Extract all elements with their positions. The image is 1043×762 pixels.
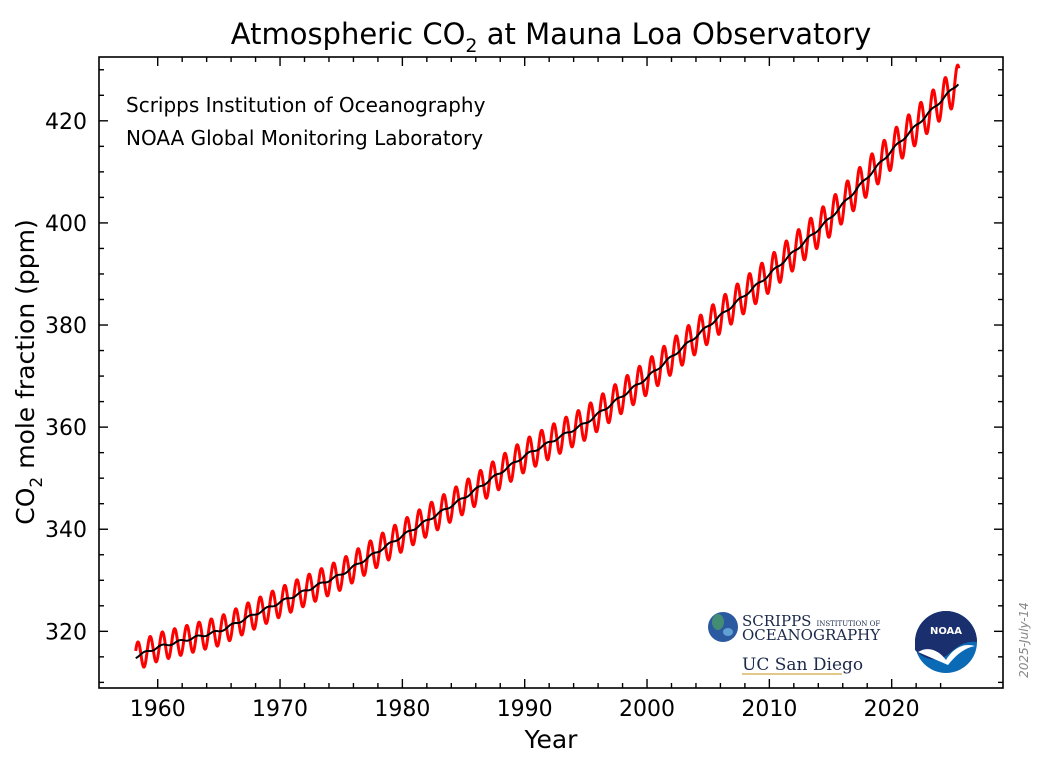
y-tick-label: 420 — [45, 110, 87, 135]
scripps-logo-line1: SCRIPPS — [742, 612, 811, 630]
series-group — [134, 63, 961, 669]
annotation-scripps: Scripps Institution of Oceanography — [126, 93, 486, 117]
noaa-logo: NOAA — [915, 611, 977, 673]
y-tick-label: 400 — [45, 212, 87, 237]
trend-line — [135, 83, 960, 660]
y-tick-label: 340 — [45, 518, 87, 543]
noaa-logo-text: NOAA — [930, 626, 962, 637]
plot-frame — [98, 56, 1004, 689]
y-tick-label: 360 — [45, 416, 87, 441]
x-tick-label: 1990 — [497, 697, 553, 722]
y-tick-label: 320 — [45, 620, 87, 645]
x-tick-label: 2010 — [741, 697, 797, 722]
scripps-logo-line2: OCEANOGRAPHY — [742, 626, 881, 644]
y-axis-label: CO2 mole fraction (ppm) — [11, 219, 47, 524]
scripps-logo: SCRIPPS INSTITUTION OF OCEANOGRAPHY UC Sa… — [708, 612, 881, 675]
noaa-gull-icon — [918, 644, 975, 665]
x-tick-label: 2000 — [619, 697, 675, 722]
globe-icon — [708, 612, 738, 642]
scripps-logo-small: INSTITUTION OF — [816, 620, 880, 628]
x-axis-label: Year — [524, 725, 579, 754]
y-axis-ticks: 320 340 360 380 400 420 — [45, 69, 1003, 684]
monthly-mean-line — [134, 63, 961, 669]
x-tick-label: 1980 — [374, 697, 430, 722]
x-axis-ticks: 1960 1970 1980 1990 2000 2010 2020 — [130, 57, 942, 722]
ucsd-logo: UC San Diego — [742, 655, 863, 675]
chart-title: Atmospheric CO2 at Mauna Loa Observatory — [231, 17, 872, 57]
x-tick-label: 2020 — [864, 697, 920, 722]
date-stamp: 2025-July-14 — [1017, 602, 1031, 678]
y-tick-label: 380 — [45, 314, 87, 339]
annotation-noaa: NOAA Global Monitoring Laboratory — [126, 126, 483, 150]
x-tick-label: 1960 — [130, 697, 186, 722]
x-tick-label: 1970 — [252, 697, 308, 722]
